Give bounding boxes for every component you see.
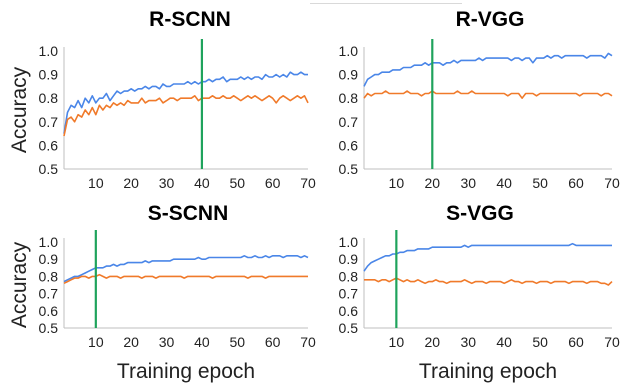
x-tick-label: 40 xyxy=(194,175,210,191)
x-tick-label: 60 xyxy=(265,175,281,191)
y-axis-label: Accuracy xyxy=(8,241,31,328)
y-tick-label: 0.9 xyxy=(39,251,59,267)
x-tick-label: 60 xyxy=(568,334,584,350)
y-tick-label: 0.8 xyxy=(339,90,359,106)
y-tick-label: 1.0 xyxy=(39,234,59,250)
y-tick-label: 0.7 xyxy=(339,286,359,302)
x-tick-label: 20 xyxy=(425,334,441,350)
y-tick-label: 0.8 xyxy=(39,268,59,284)
x-tick-label: 30 xyxy=(460,175,476,191)
x-tick-label: 60 xyxy=(265,334,281,350)
x-tick-label: 50 xyxy=(532,175,548,191)
x-tick-label: 10 xyxy=(88,334,104,350)
y-tick-label: 0.5 xyxy=(39,161,59,177)
x-axis-label: Training epoch xyxy=(419,360,557,383)
y-tick-label: 0.7 xyxy=(39,286,59,302)
x-tick-label: 50 xyxy=(229,175,245,191)
x-tick-label: 50 xyxy=(532,334,548,350)
y-tick-label: 0.5 xyxy=(339,161,359,177)
chart-title: S-VGG xyxy=(446,202,514,225)
series-a-line xyxy=(63,255,309,283)
y-tick-label: 1.0 xyxy=(39,43,59,59)
y-tick-label: 0.8 xyxy=(39,90,59,106)
y-tick-label: 0.6 xyxy=(39,303,59,319)
x-tick-label: 70 xyxy=(604,334,620,350)
x-tick-label: 60 xyxy=(568,175,584,191)
x-axis-label: Training epoch xyxy=(117,360,255,383)
x-tick-label: 20 xyxy=(123,334,139,350)
y-tick-label: 0.5 xyxy=(339,320,359,336)
series-b-line xyxy=(363,90,613,99)
y-tick-label: 1.0 xyxy=(339,43,359,59)
chart-panel-2: R-VGG 0.5 0.6 0.7 0.8 0.9 1.0 10 20 30 40 50 60 70 xyxy=(339,8,620,191)
x-tick-label: 30 xyxy=(159,175,175,191)
series-b-line xyxy=(63,273,308,285)
y-tick-label: 0.6 xyxy=(339,303,359,319)
series-a-line xyxy=(363,242,612,272)
chart-title: R-VGG xyxy=(456,8,525,31)
x-tick-label: 70 xyxy=(604,175,620,191)
y-tick-label: 0.5 xyxy=(39,320,59,336)
y-tick-label: 0.6 xyxy=(339,137,359,153)
y-axis-label: Accuracy xyxy=(8,66,31,153)
y-tick-label: 0.9 xyxy=(339,67,359,83)
series-a-line xyxy=(363,52,613,87)
x-tick-label: 70 xyxy=(300,334,316,350)
y-tick-label: 1.0 xyxy=(339,234,359,250)
x-tick-label: 70 xyxy=(300,175,316,191)
chart-title: R-SCNN xyxy=(149,8,231,31)
y-tick-label: 0.7 xyxy=(39,114,59,130)
series-a-line xyxy=(63,71,308,134)
x-tick-label: 10 xyxy=(88,175,104,191)
x-tick-label: 40 xyxy=(496,175,512,191)
chart-title: S-SCNN xyxy=(148,202,229,225)
x-tick-label: 10 xyxy=(389,334,405,350)
y-tick-label: 0.6 xyxy=(39,137,59,153)
y-tick-label: 0.9 xyxy=(39,67,59,83)
x-tick-label: 50 xyxy=(229,334,245,350)
x-tick-label: 40 xyxy=(194,334,210,350)
x-tick-label: 10 xyxy=(389,175,405,191)
series-b-line xyxy=(63,95,309,137)
y-tick-label: 0.7 xyxy=(339,114,359,130)
x-tick-label: 20 xyxy=(123,175,139,191)
chart-panel-3: S-SCNN 0.50.60.7 0.80.91.0 10 20 30 40 50 60 70 Ac… xyxy=(8,202,316,383)
y-tick-label: 0.9 xyxy=(339,251,359,267)
y-tick-label: 0.8 xyxy=(339,268,359,284)
series-b-line xyxy=(364,277,613,286)
x-tick-label: 40 xyxy=(496,334,512,350)
x-tick-label: 30 xyxy=(460,334,476,350)
x-tick-label: 30 xyxy=(159,334,175,350)
chart-panel-4: S-VGG 0.50.60.7 0.80.91.0 10 20 30 40 50 60 70 Tra… xyxy=(339,202,620,383)
x-tick-label: 20 xyxy=(425,175,441,191)
chart-panel-1: R-SCNN 0.5 0.6 0.7 0.8 0.9 1.0 10 20 30 40 50 60 70 Ac… xyxy=(8,8,316,191)
